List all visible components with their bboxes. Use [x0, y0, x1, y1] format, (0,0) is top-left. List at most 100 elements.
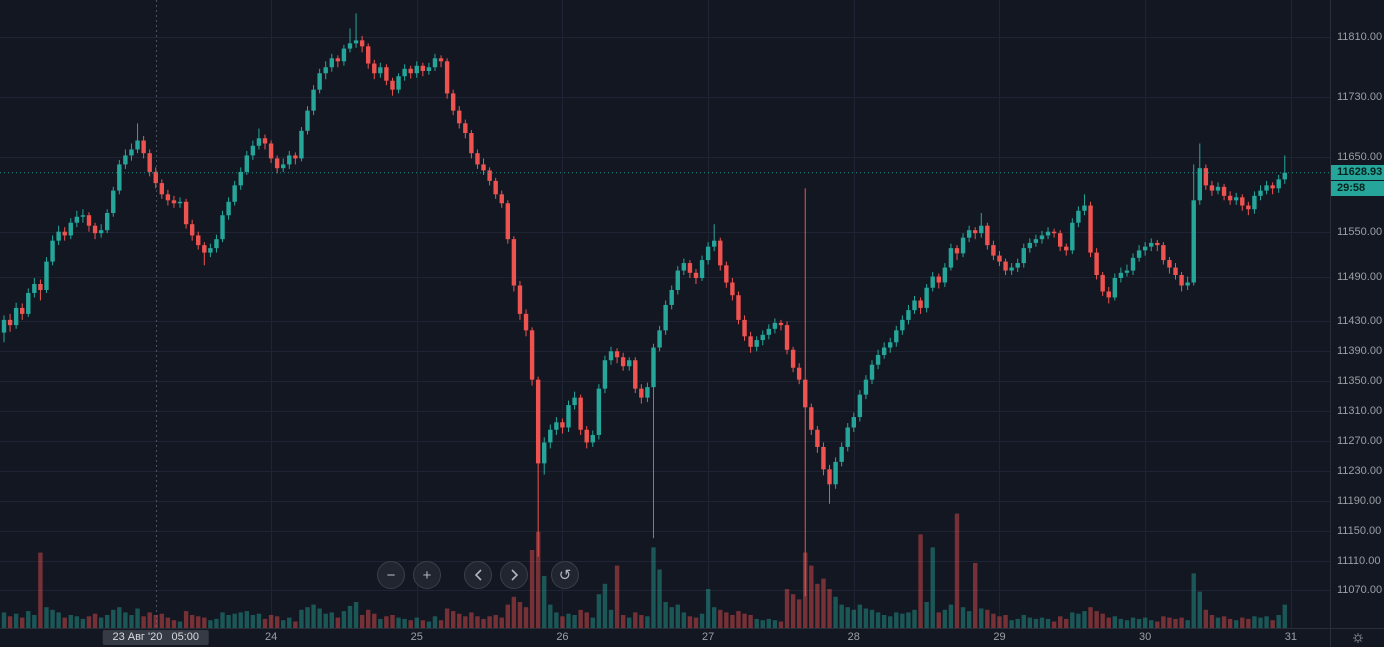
candle	[912, 300, 917, 311]
candle	[62, 231, 67, 236]
candle	[402, 68, 407, 77]
volume-bar	[900, 613, 905, 628]
volume-bar	[414, 617, 419, 628]
volume-bar	[463, 616, 468, 628]
volume-bar	[1185, 620, 1190, 628]
volume-bar	[924, 602, 929, 628]
volume-bar	[815, 583, 820, 628]
candle	[1234, 197, 1239, 201]
candle	[68, 222, 73, 236]
volume-bar	[724, 612, 729, 628]
volume-bar	[432, 616, 438, 628]
candle	[711, 240, 717, 247]
zoom-in-button[interactable]: +	[413, 561, 441, 589]
candle	[1082, 205, 1087, 211]
volume-bar	[578, 609, 583, 628]
candle	[651, 347, 656, 388]
candle	[930, 276, 935, 288]
candle	[250, 145, 256, 156]
candle	[335, 58, 341, 62]
candle	[457, 110, 462, 124]
volume-bar	[833, 596, 838, 628]
time-axis[interactable]: 23 Авг '20 05:00 24 25 26 27 28 29 30 31	[0, 628, 1384, 647]
axis-settings-corner[interactable]	[1330, 628, 1384, 647]
candle	[693, 272, 699, 279]
volume-bar	[1270, 620, 1275, 628]
volume-bar	[129, 615, 134, 628]
candle	[991, 245, 996, 256]
candle	[529, 330, 535, 380]
volume-bar	[1051, 621, 1057, 628]
candle	[639, 388, 644, 398]
candle	[645, 387, 650, 398]
volume-bar	[1064, 618, 1069, 628]
minus-icon: −	[386, 566, 396, 584]
candle	[1142, 246, 1148, 251]
candle	[117, 164, 122, 191]
volume-bar	[517, 602, 523, 628]
candle	[894, 330, 899, 343]
candle	[997, 255, 1002, 262]
volume-bar	[335, 617, 341, 628]
volume-bar	[657, 569, 662, 628]
candle	[881, 347, 887, 356]
volume-bar	[1057, 616, 1063, 628]
candle	[863, 379, 869, 395]
reset-chart-button[interactable]: ↺	[551, 561, 579, 589]
volume-bar	[1149, 620, 1154, 628]
candle	[98, 230, 104, 234]
volume-bar	[1258, 617, 1263, 628]
candle	[669, 289, 674, 305]
volume-bar	[117, 607, 122, 628]
candle	[293, 155, 298, 159]
volume-bar	[366, 609, 371, 628]
candle	[888, 342, 893, 348]
scroll-left-button[interactable]	[464, 561, 492, 589]
candle	[1100, 275, 1105, 292]
volume-bar	[378, 618, 383, 628]
volume-bar	[748, 615, 753, 628]
candle	[505, 203, 511, 240]
candle	[535, 379, 541, 464]
candle	[1003, 261, 1008, 271]
candle	[317, 73, 322, 90]
zoom-out-button[interactable]: −	[377, 561, 405, 589]
candle	[432, 58, 438, 68]
candle	[633, 360, 638, 389]
price-axis[interactable]: 11628.93 29:58 11810.00 11730.00 11650.00 1…	[1330, 0, 1384, 628]
volume-bar	[699, 613, 705, 628]
volume-bar	[948, 604, 954, 628]
candle	[936, 276, 941, 283]
volume-bar	[1106, 617, 1111, 628]
candle	[1264, 185, 1269, 191]
time-axis-label: 28	[847, 631, 860, 643]
time-marker-badge: 23 Авг '20 05:00	[102, 630, 210, 645]
candle	[614, 351, 620, 358]
candle	[444, 61, 450, 94]
candle	[469, 133, 474, 154]
candle	[1027, 242, 1033, 249]
volume-bar	[135, 608, 140, 628]
candle	[1076, 210, 1081, 223]
candlestick-chart[interactable]	[0, 0, 1330, 628]
volume-bar	[1070, 612, 1075, 628]
volume-bar	[1015, 618, 1020, 628]
candle	[784, 325, 790, 350]
candle	[92, 225, 98, 234]
candle	[542, 442, 547, 464]
volume-bar	[930, 547, 935, 628]
volume-bar	[438, 620, 444, 628]
candle	[1167, 260, 1172, 268]
volume-bar	[1246, 618, 1251, 628]
candle	[954, 248, 960, 254]
candle	[238, 171, 243, 186]
volume-bar	[1240, 617, 1245, 628]
candle	[341, 48, 347, 62]
volume-bar	[171, 620, 177, 628]
candle	[1155, 242, 1160, 246]
scroll-right-button[interactable]	[500, 561, 528, 589]
candle	[499, 194, 504, 204]
volume-bar	[104, 615, 110, 628]
volume-bar	[1234, 620, 1239, 628]
candle	[815, 429, 820, 447]
